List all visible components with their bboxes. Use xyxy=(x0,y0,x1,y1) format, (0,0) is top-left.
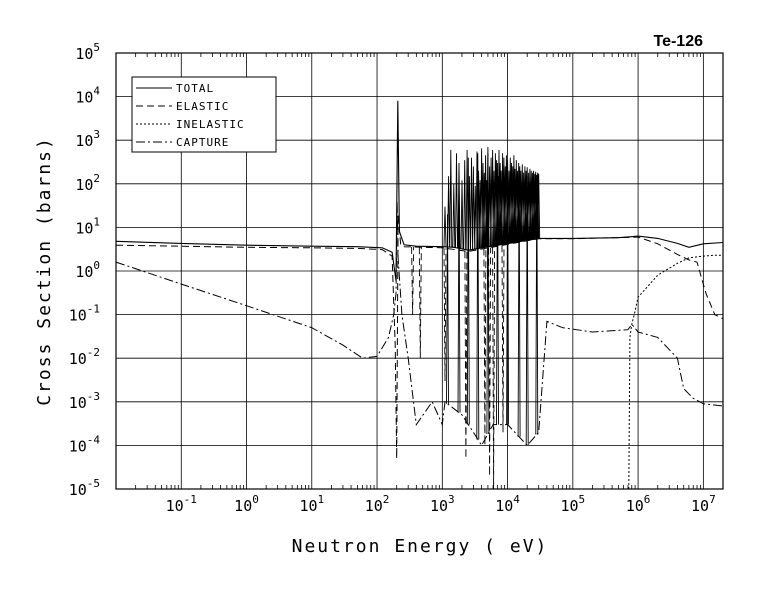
elastic-legend-label: ELASTIC xyxy=(176,100,229,113)
inelastic-legend-label: INELASTIC xyxy=(176,118,245,131)
legend: TOTAL ELASTIC INELASTIC CAPTURE xyxy=(131,76,277,153)
legend-box xyxy=(131,76,277,153)
x-tick-label: 107 xyxy=(691,493,716,515)
x-tick-label: 10-1 xyxy=(166,493,197,515)
y-axis-label: Cross Section (barns) xyxy=(34,136,55,406)
capture-resonances xyxy=(446,153,539,446)
axis-ticks: 10-1 100 101 102 103 104 105 106 107 10-5 10-4 10-3… xyxy=(69,41,724,515)
total-curve xyxy=(115,100,724,281)
x-tick-label: 101 xyxy=(299,493,324,515)
capture-curve xyxy=(115,201,724,447)
inelastic-curve xyxy=(628,254,723,490)
elastic-curve xyxy=(115,214,724,459)
plot-frame xyxy=(115,52,724,490)
x-tick-label: 102 xyxy=(365,493,390,515)
x-tick-label: 104 xyxy=(495,493,520,515)
y-tick-label: 10-1 xyxy=(69,303,100,325)
x-tick-label: 100 xyxy=(234,493,259,515)
x-tick-label: 106 xyxy=(626,493,651,515)
x-tick-label: 105 xyxy=(560,493,585,515)
y-tick-label: 10-2 xyxy=(69,346,100,368)
y-tick-label: 100 xyxy=(75,259,100,281)
y-tick-label: 10-4 xyxy=(69,433,101,455)
capture-legend-label: CAPTURE xyxy=(176,136,229,149)
y-tick-label: 103 xyxy=(75,128,100,150)
x-tick-label: 103 xyxy=(430,493,455,515)
y-tick-label: 105 xyxy=(75,41,100,63)
x-axis-label: Neutron Energy ( eV) xyxy=(292,536,549,557)
y-tick-label: 104 xyxy=(75,85,100,107)
total-legend-label: TOTAL xyxy=(176,82,214,95)
chart-title: Te-126 xyxy=(653,33,703,50)
y-tick-label: 10-5 xyxy=(69,477,100,499)
y-tick-label: 10-3 xyxy=(69,390,100,412)
y-tick-label: 102 xyxy=(75,172,100,194)
y-tick-label: 101 xyxy=(75,215,100,237)
